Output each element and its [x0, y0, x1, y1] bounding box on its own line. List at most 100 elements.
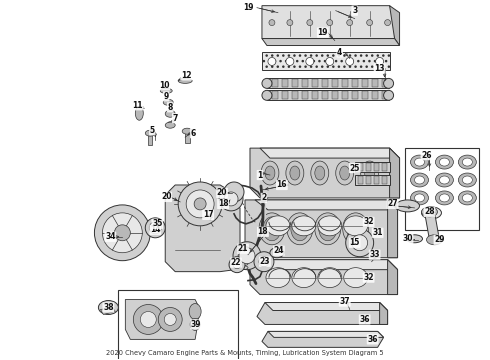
Ellipse shape: [190, 319, 200, 330]
Text: 18: 18: [218, 199, 228, 208]
Ellipse shape: [178, 182, 222, 226]
Bar: [119, 289, 238, 360]
Bar: [272, 91, 278, 99]
Bar: [267, 90, 389, 100]
Text: 29: 29: [434, 235, 445, 244]
Bar: [382, 163, 387, 171]
Ellipse shape: [411, 173, 428, 187]
Bar: [374, 163, 379, 171]
Text: 27: 27: [387, 199, 398, 208]
Ellipse shape: [149, 222, 161, 234]
Text: 13: 13: [374, 64, 385, 73]
Ellipse shape: [436, 173, 453, 187]
Ellipse shape: [259, 257, 269, 267]
Polygon shape: [390, 6, 399, 45]
Ellipse shape: [347, 217, 365, 241]
Text: 18: 18: [258, 227, 268, 236]
Polygon shape: [245, 200, 397, 258]
Ellipse shape: [343, 268, 368, 288]
Text: 34: 34: [105, 232, 116, 241]
Polygon shape: [125, 300, 200, 339]
Text: 30: 30: [402, 234, 413, 243]
Ellipse shape: [440, 176, 449, 184]
Text: 22: 22: [231, 258, 241, 267]
Text: 2: 2: [261, 193, 267, 202]
Ellipse shape: [365, 166, 375, 180]
Ellipse shape: [361, 161, 379, 185]
Ellipse shape: [311, 161, 329, 185]
Polygon shape: [100, 307, 115, 315]
Ellipse shape: [133, 305, 163, 334]
Text: 11: 11: [132, 101, 143, 110]
Ellipse shape: [385, 20, 391, 26]
Ellipse shape: [440, 158, 449, 166]
Text: 36: 36: [368, 335, 378, 344]
Polygon shape: [268, 332, 384, 337]
Bar: [374, 176, 379, 184]
Text: 39: 39: [191, 320, 201, 329]
Text: 37: 37: [340, 297, 350, 306]
Bar: [352, 80, 358, 87]
Ellipse shape: [259, 213, 285, 245]
Bar: [371, 91, 378, 99]
Text: 24: 24: [273, 246, 284, 255]
Text: 26: 26: [421, 150, 432, 159]
Text: 20: 20: [161, 193, 172, 202]
Ellipse shape: [421, 207, 438, 217]
Ellipse shape: [165, 110, 175, 117]
Polygon shape: [185, 133, 190, 143]
Ellipse shape: [376, 58, 384, 66]
Polygon shape: [255, 200, 397, 210]
Ellipse shape: [436, 191, 453, 205]
Text: 21: 21: [238, 244, 248, 253]
Bar: [292, 91, 298, 99]
Bar: [312, 80, 318, 87]
Ellipse shape: [140, 311, 156, 328]
Text: 15: 15: [349, 238, 360, 247]
Bar: [352, 91, 358, 99]
Polygon shape: [265, 302, 388, 310]
Polygon shape: [165, 185, 240, 272]
Bar: [355, 162, 390, 172]
Ellipse shape: [233, 261, 241, 269]
Bar: [366, 163, 370, 171]
Ellipse shape: [158, 307, 182, 332]
Ellipse shape: [463, 194, 472, 202]
Bar: [405, 148, 479, 230]
Ellipse shape: [266, 216, 290, 236]
Ellipse shape: [318, 216, 342, 236]
Text: 19: 19: [318, 28, 328, 37]
Polygon shape: [262, 6, 394, 39]
Ellipse shape: [347, 20, 353, 26]
Text: 36: 36: [359, 315, 370, 324]
Ellipse shape: [265, 166, 275, 180]
Text: 25: 25: [349, 163, 360, 172]
Text: 4: 4: [337, 48, 343, 57]
Text: 10: 10: [159, 81, 170, 90]
Ellipse shape: [343, 216, 368, 236]
Text: 16: 16: [277, 180, 287, 189]
Ellipse shape: [165, 122, 175, 128]
Text: 32: 32: [364, 273, 374, 282]
Ellipse shape: [384, 78, 393, 88]
Text: 17: 17: [203, 210, 214, 219]
Text: 19: 19: [243, 3, 253, 12]
Ellipse shape: [145, 218, 165, 238]
Bar: [272, 80, 278, 87]
Ellipse shape: [189, 303, 201, 319]
Bar: [382, 91, 388, 99]
Bar: [312, 91, 318, 99]
Ellipse shape: [286, 161, 304, 185]
Text: 14: 14: [150, 225, 161, 234]
Bar: [267, 78, 389, 88]
Ellipse shape: [224, 182, 244, 202]
Polygon shape: [424, 212, 440, 240]
Text: 7: 7: [172, 114, 178, 123]
Ellipse shape: [426, 235, 442, 245]
Polygon shape: [390, 148, 399, 198]
Ellipse shape: [319, 217, 337, 241]
Text: 1: 1: [257, 171, 263, 180]
Ellipse shape: [102, 213, 142, 253]
Ellipse shape: [292, 268, 316, 288]
Polygon shape: [380, 302, 388, 324]
